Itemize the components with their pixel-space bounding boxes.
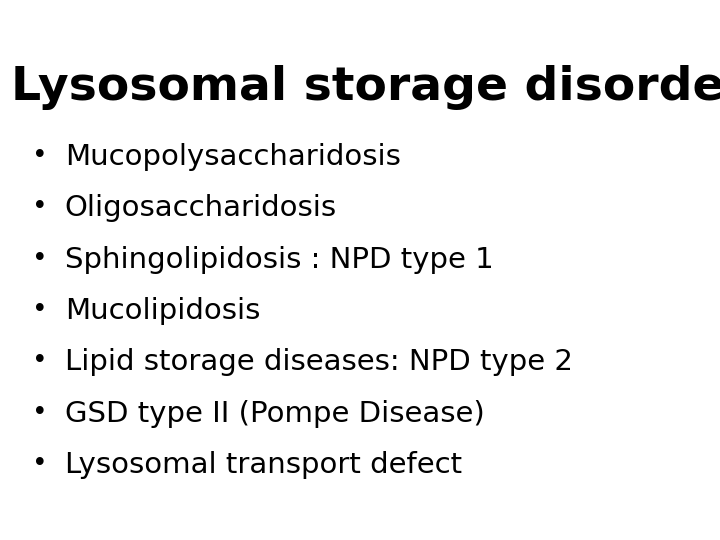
- Text: •: •: [32, 348, 48, 374]
- Text: Lysosomal transport defect: Lysosomal transport defect: [65, 451, 462, 479]
- Text: Mucolipidosis: Mucolipidosis: [65, 297, 260, 325]
- Text: Mucopolysaccharidosis: Mucopolysaccharidosis: [65, 143, 400, 171]
- Text: Lipid storage diseases: NPD type 2: Lipid storage diseases: NPD type 2: [65, 348, 572, 376]
- Text: •: •: [32, 246, 48, 272]
- Text: •: •: [32, 143, 48, 169]
- Text: •: •: [32, 194, 48, 220]
- Text: GSD type II (Pompe Disease): GSD type II (Pompe Disease): [65, 400, 485, 428]
- Text: •: •: [32, 451, 48, 477]
- Text: Sphingolipidosis : NPD type 1: Sphingolipidosis : NPD type 1: [65, 246, 493, 274]
- Text: Lysosomal storage disorders: Lysosomal storage disorders: [11, 65, 720, 110]
- Text: Oligosaccharidosis: Oligosaccharidosis: [65, 194, 337, 222]
- Text: •: •: [32, 400, 48, 426]
- Text: •: •: [32, 297, 48, 323]
